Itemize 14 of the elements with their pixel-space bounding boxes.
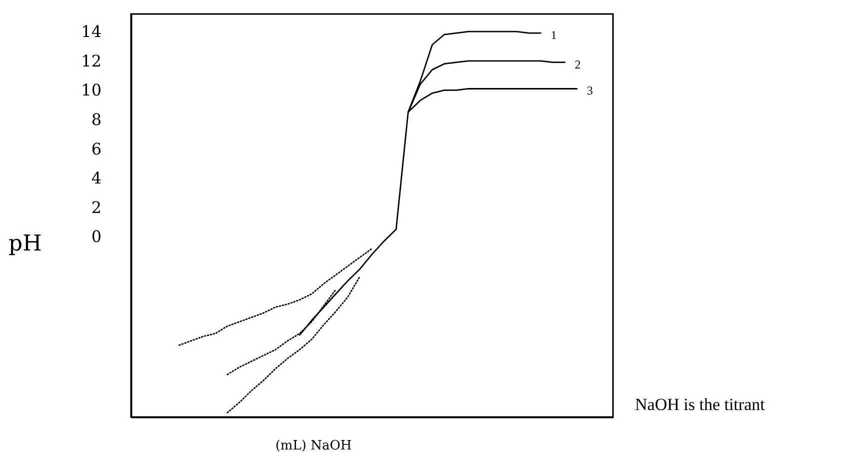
y-tick-label: 14 <box>81 22 102 42</box>
y-tick-label: 10 <box>81 80 102 100</box>
y-tick-label: 2 <box>91 198 102 217</box>
series-label: 3 <box>586 84 593 98</box>
y-axis-title: pH <box>8 232 42 256</box>
y-tick-label: 8 <box>91 110 102 130</box>
x-axis-title: (mL) NaOH <box>275 438 352 454</box>
y-tick-label: 0 <box>91 227 102 246</box>
y-tick-label: 12 <box>81 51 102 70</box>
y-tick-label: 6 <box>91 139 102 158</box>
series-label: 2 <box>574 57 581 72</box>
text: NaOH is the titrant <box>635 395 766 414</box>
y-tick-label: 4 <box>91 168 102 188</box>
series-label: 1 <box>550 28 557 42</box>
